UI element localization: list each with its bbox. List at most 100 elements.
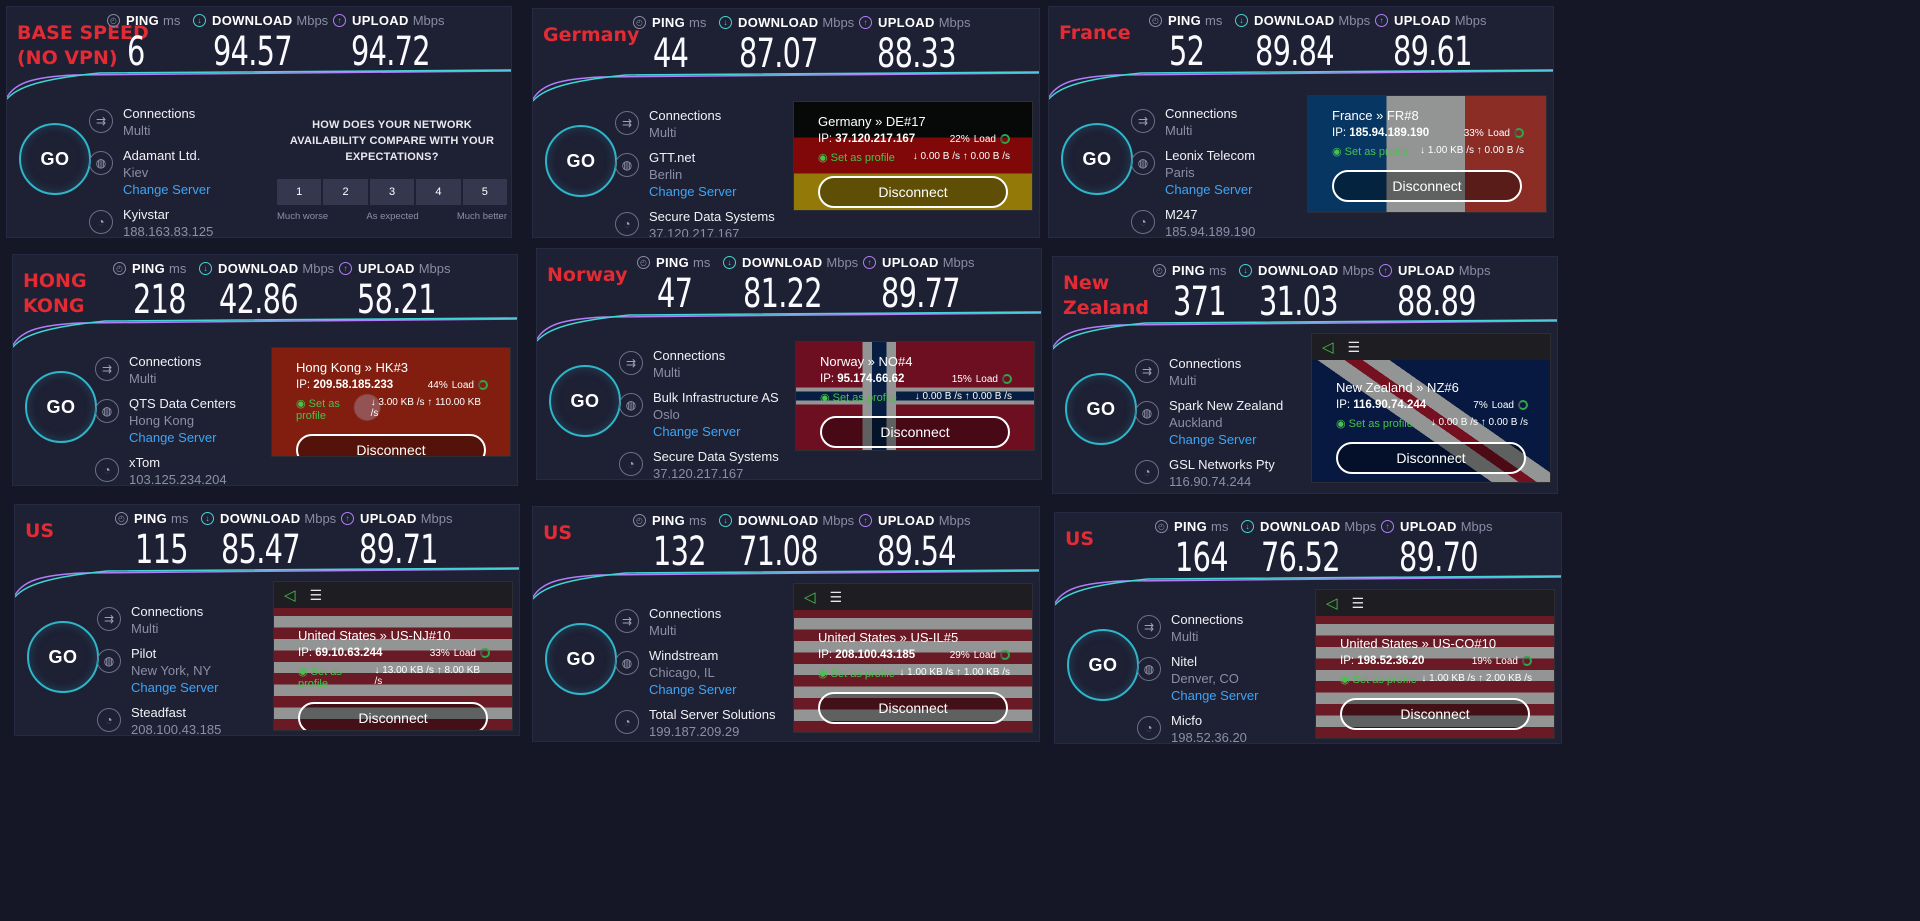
- vpn-server-name: France » FR#8: [1332, 108, 1419, 123]
- set-profile-link[interactable]: ◉ Set as profile: [1332, 146, 1409, 158]
- change-server-link[interactable]: Change Server: [123, 182, 211, 197]
- set-profile-link[interactable]: ◉ Set as profile: [818, 152, 895, 164]
- connections-row: ⇉ Connections Multi: [1137, 611, 1258, 645]
- server-info: ⇉ Connections Multi ◍ Pilot New York, NY Ch…: [97, 603, 221, 735]
- go-button[interactable]: GO: [545, 125, 617, 197]
- set-profile-link[interactable]: ◉ Set as profile: [298, 666, 342, 690]
- set-profile-link[interactable]: ◉ Set as profile: [818, 668, 895, 680]
- isp-city: Denver, CO: [1171, 671, 1239, 686]
- survey-option-5[interactable]: 5: [462, 179, 508, 205]
- connections-mode: Multi: [649, 125, 677, 140]
- survey-anchors: Much worse As expected Much better: [277, 211, 507, 222]
- connections-mode: Multi: [129, 371, 157, 386]
- ping-value: 164: [1175, 535, 1229, 581]
- ip-label: IP:: [296, 379, 311, 391]
- menu-icon[interactable]: ☰: [829, 588, 843, 605]
- upload-icon: ↑: [863, 256, 876, 269]
- survey-option-3[interactable]: 3: [369, 179, 415, 205]
- go-button[interactable]: GO: [27, 621, 99, 693]
- go-button[interactable]: GO: [1061, 123, 1133, 195]
- change-server-link[interactable]: Change Server: [1165, 182, 1253, 197]
- load-suffix: Load: [1491, 399, 1514, 411]
- upload-metric: ↑ UPLOAD Mbps 89.61: [1375, 13, 1503, 74]
- vpn-ip-line: IP: 209.58.185.233 44% Load: [296, 379, 488, 391]
- ping-value: 47: [657, 271, 693, 317]
- vpn-server-name: United States » US-NJ#10: [298, 628, 451, 643]
- ping-icon: ◴: [633, 16, 646, 29]
- nav-arrow-icon[interactable]: ◁: [284, 587, 296, 604]
- disconnect-button[interactable]: Disconnect: [296, 434, 486, 456]
- server-load: 19% Load: [1472, 656, 1532, 667]
- isp-name: Pilot: [131, 646, 157, 661]
- globe-icon: ◍: [1135, 401, 1159, 425]
- nav-arrow-icon[interactable]: ◁: [1322, 339, 1334, 356]
- isp-name: QTS Data Centers: [129, 396, 236, 411]
- load-ring-icon: [1002, 374, 1012, 384]
- menu-icon[interactable]: ☰: [309, 586, 323, 603]
- user-icon: ◔: [1137, 716, 1161, 740]
- go-button[interactable]: GO: [549, 365, 621, 437]
- connections-label: Connections: [649, 606, 722, 621]
- nav-arrow-icon[interactable]: ◁: [1326, 595, 1338, 612]
- ping-unit: ms: [1210, 519, 1229, 534]
- host-ip: 188.163.83.125: [123, 224, 214, 238]
- go-button[interactable]: GO: [19, 123, 91, 195]
- host-name: xTom: [129, 455, 161, 470]
- host-row: ◔ Micfo 198.52.36.20: [1137, 712, 1258, 743]
- disconnect-button[interactable]: Disconnect: [298, 702, 488, 730]
- vpn-speeds: ↓ 13.00 KB /s ↑ 8.00 KB /s: [374, 665, 481, 687]
- set-profile-link[interactable]: ◉ Set as profile: [1340, 674, 1417, 686]
- ping-label: PING: [656, 255, 689, 270]
- disconnect-button[interactable]: Disconnect: [818, 692, 1008, 724]
- speed-graph: [15, 559, 519, 599]
- upload-label: UPLOAD: [1394, 13, 1451, 28]
- menu-icon[interactable]: ☰: [1351, 594, 1365, 611]
- survey-option-1[interactable]: 1: [277, 179, 322, 205]
- host-ip: 116.90.74.244: [1169, 474, 1252, 489]
- survey-option-2[interactable]: 2: [323, 179, 368, 205]
- change-server-link[interactable]: Change Server: [129, 430, 217, 445]
- go-button[interactable]: GO: [25, 371, 97, 443]
- go-button[interactable]: GO: [1067, 629, 1139, 701]
- disconnect-button[interactable]: Disconnect: [1340, 698, 1530, 730]
- change-server-link[interactable]: Change Server: [1171, 688, 1259, 703]
- location-title: New Zealand: [1063, 272, 1149, 319]
- change-server-link[interactable]: Change Server: [649, 682, 737, 697]
- isp-row: ◍ Nitel Denver, CO Change Server: [1137, 653, 1258, 704]
- ping-label: PING: [652, 15, 685, 30]
- change-server-link[interactable]: Change Server: [1169, 432, 1257, 447]
- speedtest-panel-2: Germany ◴ PING ms 44 ↓ DOWNLOAD Mbps 87.07 ↑…: [532, 8, 1040, 238]
- menu-icon[interactable]: ☰: [1347, 338, 1361, 355]
- change-server-link[interactable]: Change Server: [649, 184, 737, 199]
- upload-icon: ↑: [1379, 264, 1392, 277]
- download-icon: ↓: [1241, 520, 1254, 533]
- change-server-link[interactable]: Change Server: [131, 680, 219, 695]
- set-profile-link[interactable]: ◉ Set as profile: [1336, 418, 1413, 430]
- download-label: DOWNLOAD: [1254, 13, 1335, 28]
- upload-value: 89.54: [877, 529, 957, 575]
- disconnect-button[interactable]: Disconnect: [1336, 442, 1526, 474]
- host-row: ◔ Kyivstar 188.163.83.125: [89, 206, 214, 238]
- vpn-client-window: France » FR#8 IP: 185.94.189.190 33% Loa…: [1307, 95, 1547, 213]
- upload-unit: Mbps: [1454, 13, 1487, 28]
- vpn-ip-line: IP: 198.52.36.20 19% Load: [1340, 655, 1532, 667]
- vpn-speeds: ↓ 0.00 B /s ↑ 0.00 B /s: [912, 151, 1010, 162]
- nav-arrow-icon[interactable]: ◁: [804, 589, 816, 606]
- disconnect-button[interactable]: Disconnect: [1332, 170, 1522, 202]
- disconnect-button[interactable]: Disconnect: [818, 176, 1008, 208]
- set-profile-link[interactable]: ◉ Set as profile: [296, 398, 340, 422]
- isp-row: ◍ QTS Data Centers Hong Kong Change Server: [95, 395, 236, 446]
- go-button[interactable]: GO: [545, 623, 617, 695]
- disconnect-button[interactable]: Disconnect: [820, 416, 1010, 448]
- survey-option-4[interactable]: 4: [416, 179, 461, 205]
- change-server-link[interactable]: Change Server: [653, 424, 741, 439]
- server-info: ⇉ Connections Multi ◍ QTS Data Centers Hon…: [95, 353, 236, 485]
- ping-metric: ◴ PING ms 115: [115, 511, 208, 572]
- go-button[interactable]: GO: [1065, 373, 1137, 445]
- ping-icon: ◴: [115, 512, 128, 525]
- download-unit: Mbps: [826, 255, 859, 270]
- connections-mode: Multi: [131, 621, 159, 636]
- vpn-ip-line: IP: 208.100.43.185 29% Load: [818, 649, 1010, 661]
- set-profile-link[interactable]: ◉ Set as profile: [820, 392, 897, 404]
